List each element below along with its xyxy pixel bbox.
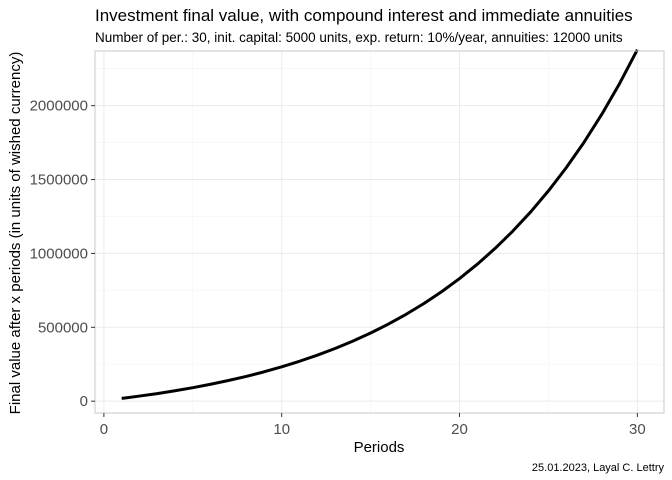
x-axis: 0 10 20 30 <box>100 413 646 438</box>
x-axis-label: Periods <box>354 439 405 456</box>
gridlines <box>95 51 664 413</box>
x-tick-label: 10 <box>273 421 290 438</box>
plot-panel <box>94 49 665 414</box>
y-tick-label: 0 <box>80 393 88 410</box>
y-tick-label: 2000000 <box>30 98 88 115</box>
chart-subtitle: Number of per.: 30, init. capital: 5000 … <box>95 30 623 45</box>
x-tick-label: 0 <box>100 421 108 438</box>
x-tick-label: 30 <box>629 421 646 438</box>
y-tick-label: 1500000 <box>30 172 88 189</box>
y-tick-label: 500000 <box>38 319 88 336</box>
chart-title: Investment final value, with compound in… <box>95 6 633 25</box>
series-layer <box>121 49 639 400</box>
x-tick-label: 20 <box>451 421 468 438</box>
y-axis-label: Final value after x periods (in units of… <box>7 52 24 415</box>
series-line <box>121 49 639 400</box>
panel-border <box>94 50 665 414</box>
y-axis: 0 500000 1000000 1500000 2000000 <box>30 98 95 410</box>
y-tick-label: 1000000 <box>30 245 88 262</box>
chart-caption: 25.01.2023, Layal C. Lettry <box>532 462 665 474</box>
